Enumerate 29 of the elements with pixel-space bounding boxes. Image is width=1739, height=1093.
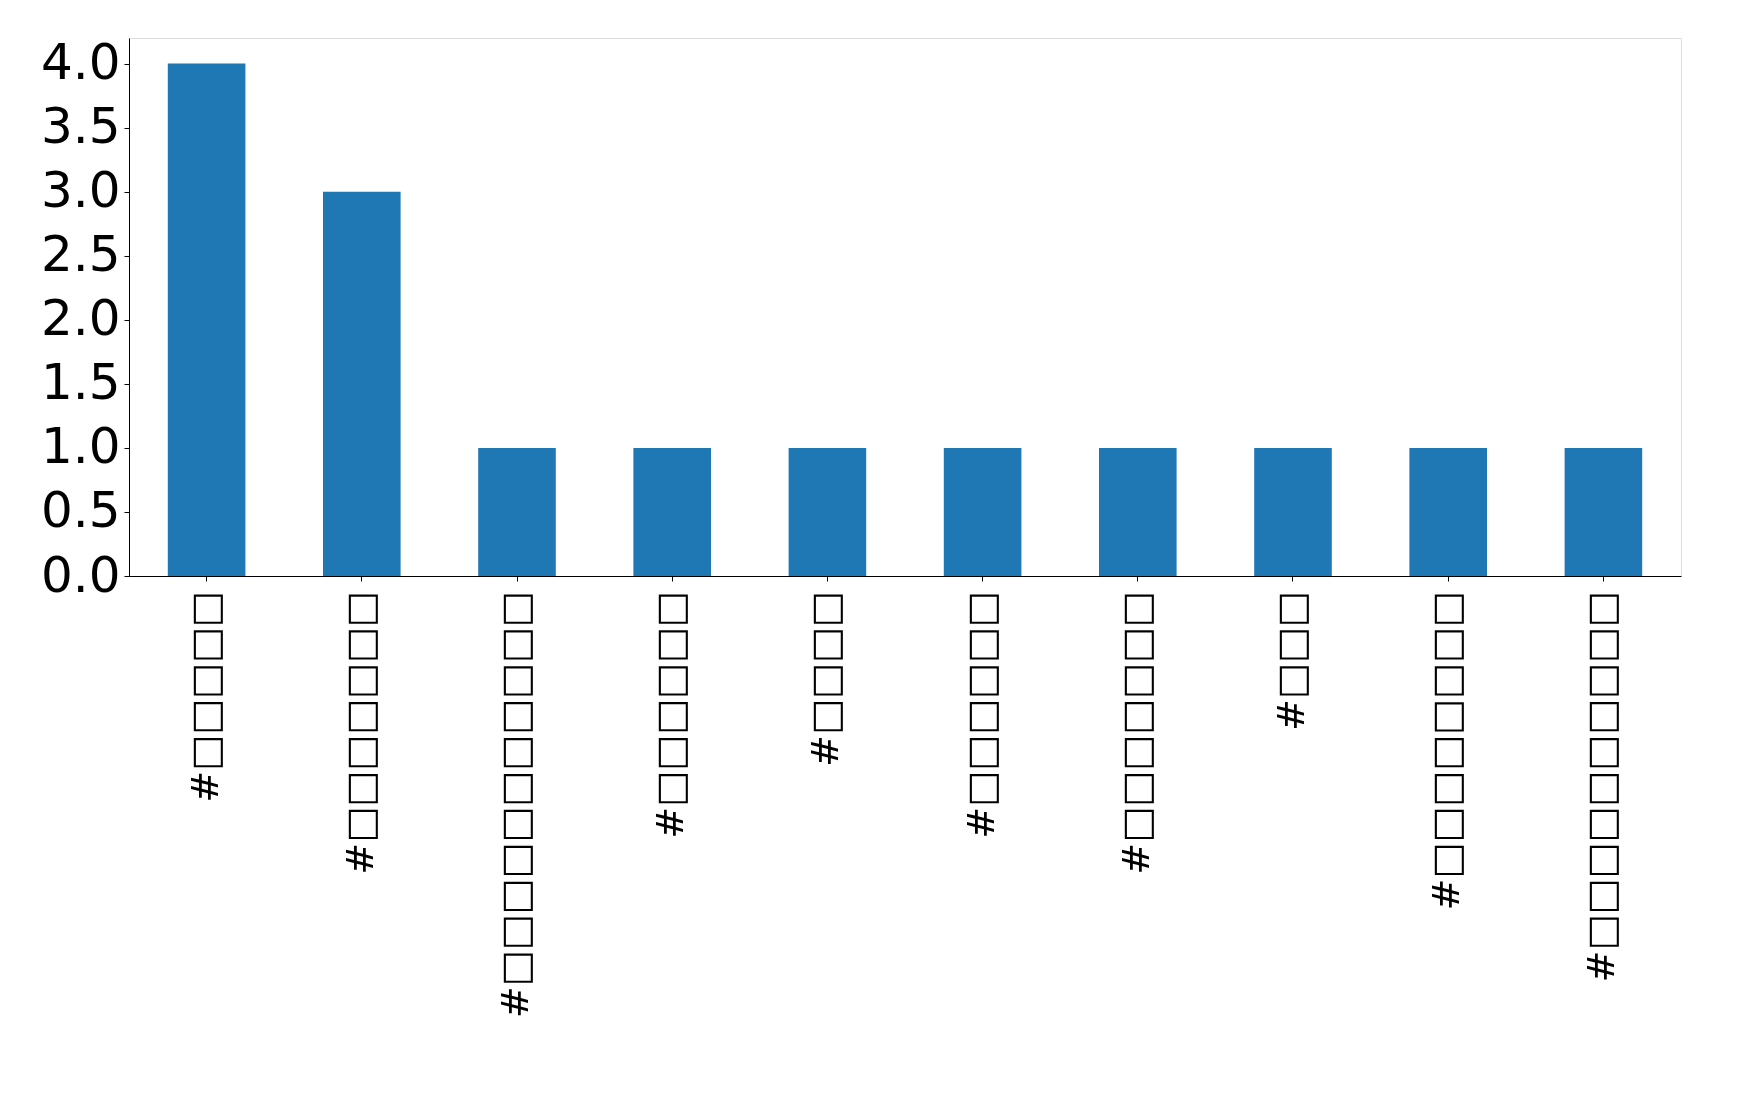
- x-tick-label: #□□□□□□□□□□: [1579, 591, 1624, 983]
- bar: [323, 191, 401, 576]
- x-tick-label: #□□□□□□□: [1113, 591, 1158, 875]
- bar: [1564, 447, 1643, 576]
- x-tick-label: #□□□□□□: [648, 591, 693, 839]
- x-tick-label: #□□□□□□□□: [1424, 591, 1469, 911]
- bar: [478, 447, 556, 576]
- y-tick-label: 3.0: [40, 161, 121, 220]
- y-tick-label: 1.0: [40, 417, 121, 476]
- y-tick-label: 1.5: [40, 353, 121, 412]
- bar: [167, 63, 246, 576]
- bar: [788, 447, 867, 576]
- bar: [1409, 447, 1487, 576]
- bar: [633, 447, 711, 576]
- bar: [1254, 447, 1332, 576]
- x-tick-label: #□□□□: [803, 591, 848, 767]
- y-tick-label: 0.5: [40, 481, 121, 540]
- y-tick-label: 0.0: [40, 545, 121, 604]
- x-tick-label: #□□□: [1269, 591, 1313, 732]
- x-tick-label: #□□□□□□□□□□□: [493, 591, 537, 1019]
- x-tick-label: #□□□□□□: [958, 591, 1003, 839]
- y-tick-label: 3.5: [40, 97, 121, 156]
- x-tick-label: #□□□□□: [182, 591, 227, 803]
- x-tick-label: #□□□□□□□: [337, 591, 382, 875]
- y-tick-label: 2.5: [40, 225, 121, 284]
- bar: [943, 447, 1022, 576]
- y-tick-label: 2.0: [40, 289, 121, 348]
- bar: [1099, 447, 1177, 576]
- y-tick-label: 4.0: [40, 33, 121, 92]
